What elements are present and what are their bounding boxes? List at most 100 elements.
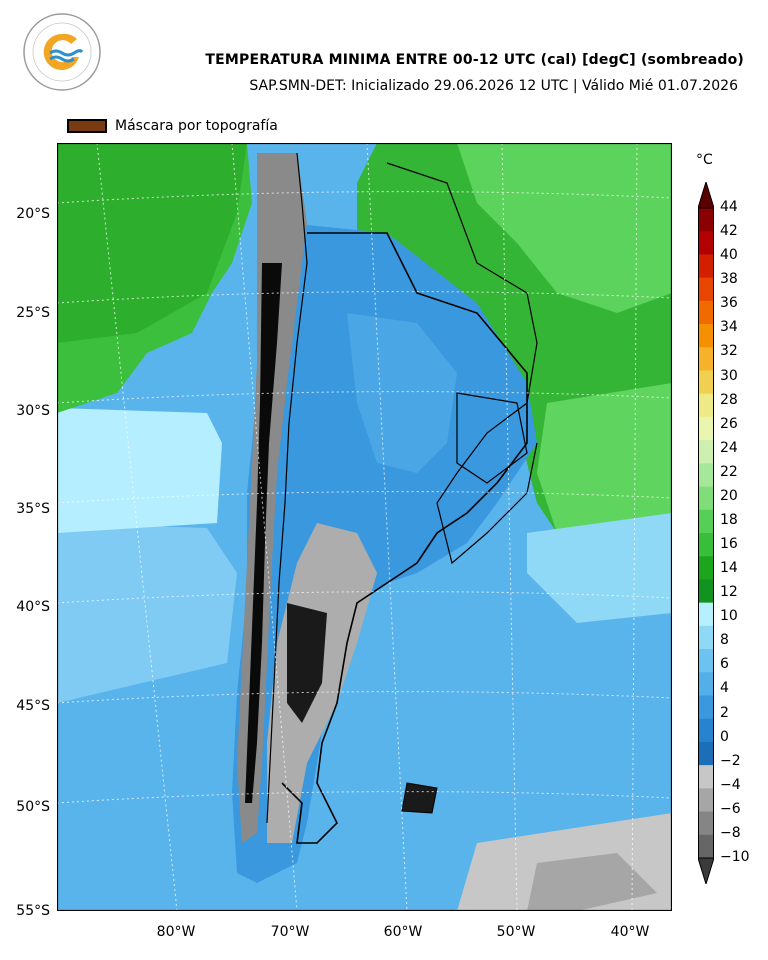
- colorbar-segment: [698, 834, 714, 859]
- temperature-map: [57, 143, 672, 911]
- colorbar-tick-label: 16: [720, 536, 738, 553]
- uruguay-border: [456, 392, 528, 484]
- colorbar-segment: [698, 231, 714, 255]
- colorbar-segment: [698, 347, 714, 371]
- topography-mask-label: Máscara por topografía: [115, 118, 278, 134]
- graticule-lon-50: [501, 143, 518, 911]
- colorbar-segment: [698, 602, 714, 627]
- lat-label-45s: 45°S: [16, 698, 50, 714]
- lon-label-50w: 50°W: [496, 924, 536, 940]
- lon-label-80w: 80°W: [156, 924, 196, 940]
- colorbar-tick-label: 42: [720, 223, 738, 240]
- colorbar-segment: [698, 556, 714, 580]
- colorbar-segment: [698, 393, 714, 418]
- colorbar-tick-label: −4: [720, 776, 741, 793]
- brazil-north-region: [457, 143, 672, 313]
- colorbar-tick-label: 38: [720, 271, 738, 288]
- topography-mask-legend: Máscara por topografía: [67, 116, 278, 136]
- colorbar-tick-label: 26: [720, 415, 738, 432]
- colorbar-segment: [698, 788, 714, 813]
- colorbar-tick-label: 4: [720, 680, 729, 697]
- pampas-region: [347, 313, 457, 473]
- colorbar-tick-label: 8: [720, 632, 729, 649]
- colorbar-segment: [698, 324, 714, 348]
- colorbar-extend-min: [697, 857, 715, 886]
- colorbar-frame: [698, 207, 714, 859]
- northeast-border: [386, 162, 538, 565]
- colorbar-tick-label: −10: [720, 849, 750, 865]
- graticule-lon-60: [366, 143, 408, 911]
- colorbar-tick-label: 32: [720, 343, 738, 360]
- colorbar-segment: [698, 718, 714, 743]
- ocean-warm-band: [57, 408, 222, 533]
- colorbar-tick-label: 18: [720, 511, 738, 528]
- colorbar-tick-label: 20: [720, 487, 738, 504]
- colorbar-segment: [698, 765, 714, 789]
- colorbar-tick-label: 6: [720, 656, 729, 673]
- colorbar-segment: [698, 463, 714, 488]
- colorbar-segment: [698, 533, 714, 557]
- lat-label-50s: 50°S: [16, 799, 50, 815]
- lat-label-55s: 55°S: [16, 903, 50, 919]
- colorbar-segment: [698, 509, 714, 534]
- andes-topography-mask: [245, 263, 282, 803]
- colorbar-segment: [698, 254, 714, 279]
- lat-label-20s: 20°S: [16, 206, 50, 222]
- colorbar-tick-label: 14: [720, 560, 738, 577]
- chile-argentina-border: [266, 152, 308, 824]
- colorbar-tick-label: −8: [720, 824, 741, 841]
- colorbar-segment: [698, 416, 714, 441]
- colorbar-tick-label: 22: [720, 463, 738, 480]
- ocean-mid-band: [57, 523, 237, 703]
- colorbar-segment: [698, 649, 714, 673]
- colorbar-segment: [698, 300, 714, 325]
- map-title: TEMPERATURA MINIMA ENTRE 00-12 UTC (cal)…: [205, 52, 744, 68]
- colorbar-tick-label: 0: [720, 728, 729, 745]
- colorbar-segment: [698, 695, 714, 720]
- lat-label-30s: 30°S: [16, 403, 50, 419]
- lat-label-40s: 40°S: [16, 599, 50, 615]
- colorbar-tick-label: 34: [720, 319, 738, 336]
- south-atlantic-light: [527, 513, 672, 623]
- graticule: [57, 143, 672, 911]
- colorbar-tick-label: 28: [720, 391, 738, 408]
- colorbar-tick-label: 2: [720, 704, 729, 721]
- colorbar-segment: [698, 672, 714, 696]
- colorbar-segment: [698, 625, 714, 650]
- map-frame: [57, 143, 672, 911]
- malvinas-islands: [401, 782, 438, 814]
- colorbar-segment: [698, 440, 714, 464]
- colorbar-tick-label: 12: [720, 584, 738, 601]
- map-subtitle: SAP.SMN-DET: Inicializado 29.06.2026 12 …: [249, 78, 738, 94]
- colorbar-segment: [698, 277, 714, 302]
- smn-logo: [22, 12, 102, 92]
- colorbar-tick-label: 44: [720, 199, 738, 215]
- colorbar-segment: [698, 811, 714, 836]
- graticule-lon-70: [231, 143, 298, 911]
- graticule-lon-80: [96, 143, 178, 911]
- southern-cold-core: [527, 853, 657, 911]
- colorbar-segment: [698, 486, 714, 511]
- lat-label-35s: 35°S: [16, 501, 50, 517]
- pacific-warm-core: [57, 143, 247, 343]
- colorbar-unit: °C: [696, 152, 713, 168]
- colorbar-segment: [698, 579, 714, 604]
- colorbar-segment: [698, 208, 714, 232]
- colorbar-extend-max: [697, 180, 715, 209]
- lon-label-60w: 60°W: [383, 924, 423, 940]
- colorbar-tick-label: 24: [720, 439, 738, 456]
- colorbar: [697, 180, 715, 886]
- colorbar-tick-label: −6: [720, 800, 741, 817]
- lat-label-25s: 25°S: [16, 305, 50, 321]
- argentina-border-line: [281, 232, 528, 844]
- lon-label-40w: 40°W: [610, 924, 650, 940]
- topography-mask-swatch: [67, 119, 107, 133]
- lon-label-70w: 70°W: [270, 924, 310, 940]
- colorbar-tick-label: 30: [720, 367, 738, 384]
- uruguay-coast-region: [537, 383, 672, 533]
- colorbar-tick-label: 36: [720, 295, 738, 312]
- colorbar-tick-label: −2: [720, 752, 741, 769]
- colorbar-tick-label: 10: [720, 608, 738, 625]
- colorbar-segment: [698, 370, 714, 395]
- colorbar-tick-label: 40: [720, 247, 738, 264]
